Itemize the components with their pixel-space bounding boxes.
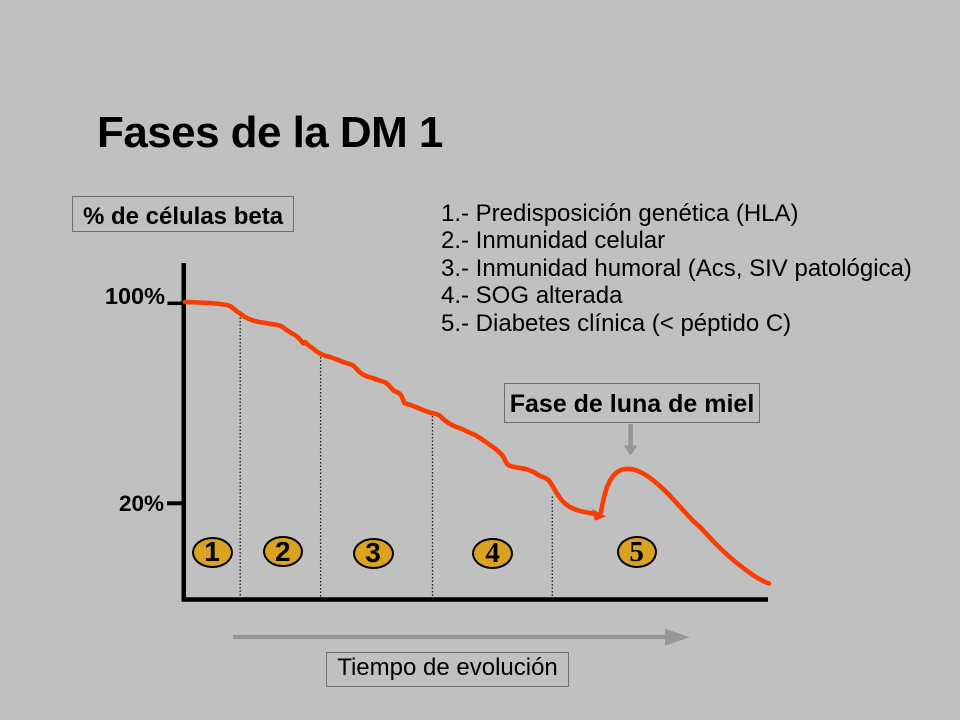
phase-marker-number: 1: [204, 536, 220, 567]
phase-marker-2: 2: [262, 535, 303, 568]
y-axis-label-text: % de células beta: [82, 203, 284, 230]
phase-description-item: 4.- SOG alterada: [441, 282, 623, 310]
x-axis-label-box: Tiempo de evolución: [326, 652, 569, 687]
phase-description-item: 3.- Inmunidad humoral (Acs, SIV patológi…: [441, 254, 912, 282]
phase-description-list: 1.- Predisposición genética (HLA) 2.- Inm…: [441, 200, 941, 337]
phase-marker-number: 5: [629, 535, 644, 568]
y-tick-label-100: 100%: [104, 282, 165, 309]
beta-cell-curve-honeymoon: [598, 466, 772, 586]
time-arrow-head: [665, 628, 690, 646]
x-axis-label-text: Tiempo de evolución: [337, 653, 558, 681]
beta-cell-curve-arrowhead: [592, 509, 607, 521]
phase-marker-5: 5: [616, 535, 657, 569]
y-tick-label-20: 20%: [118, 490, 164, 516]
beta-cell-curve-main: [182, 299, 600, 517]
slide-title: Fases de la DM 1: [97, 108, 443, 157]
honeymoon-annotation-box: Fase de luna de miel: [504, 383, 760, 423]
xy-axis: [181, 263, 768, 602]
phase-marker-3: 3: [352, 537, 394, 569]
phase-description-item: 1.- Predisposición genética (HLA): [441, 200, 799, 227]
honeymoon-annotation-text: Fase de luna de miel: [509, 389, 755, 418]
phase-description-item: 5.- Diabetes clínica (< péptido C): [441, 309, 792, 337]
honeymoon-arrow-head: [623, 445, 638, 456]
phase-marker-number: 4: [485, 536, 500, 569]
phase-description-item: 2.- Inmunidad celular: [441, 227, 666, 255]
y-axis-label-box: % de células beta: [72, 196, 294, 232]
phase-marker-1: 1: [191, 536, 233, 568]
phase-marker-number: 3: [365, 537, 381, 568]
phase-marker-number: 2: [275, 535, 291, 567]
phase-marker-4: 4: [472, 536, 514, 569]
